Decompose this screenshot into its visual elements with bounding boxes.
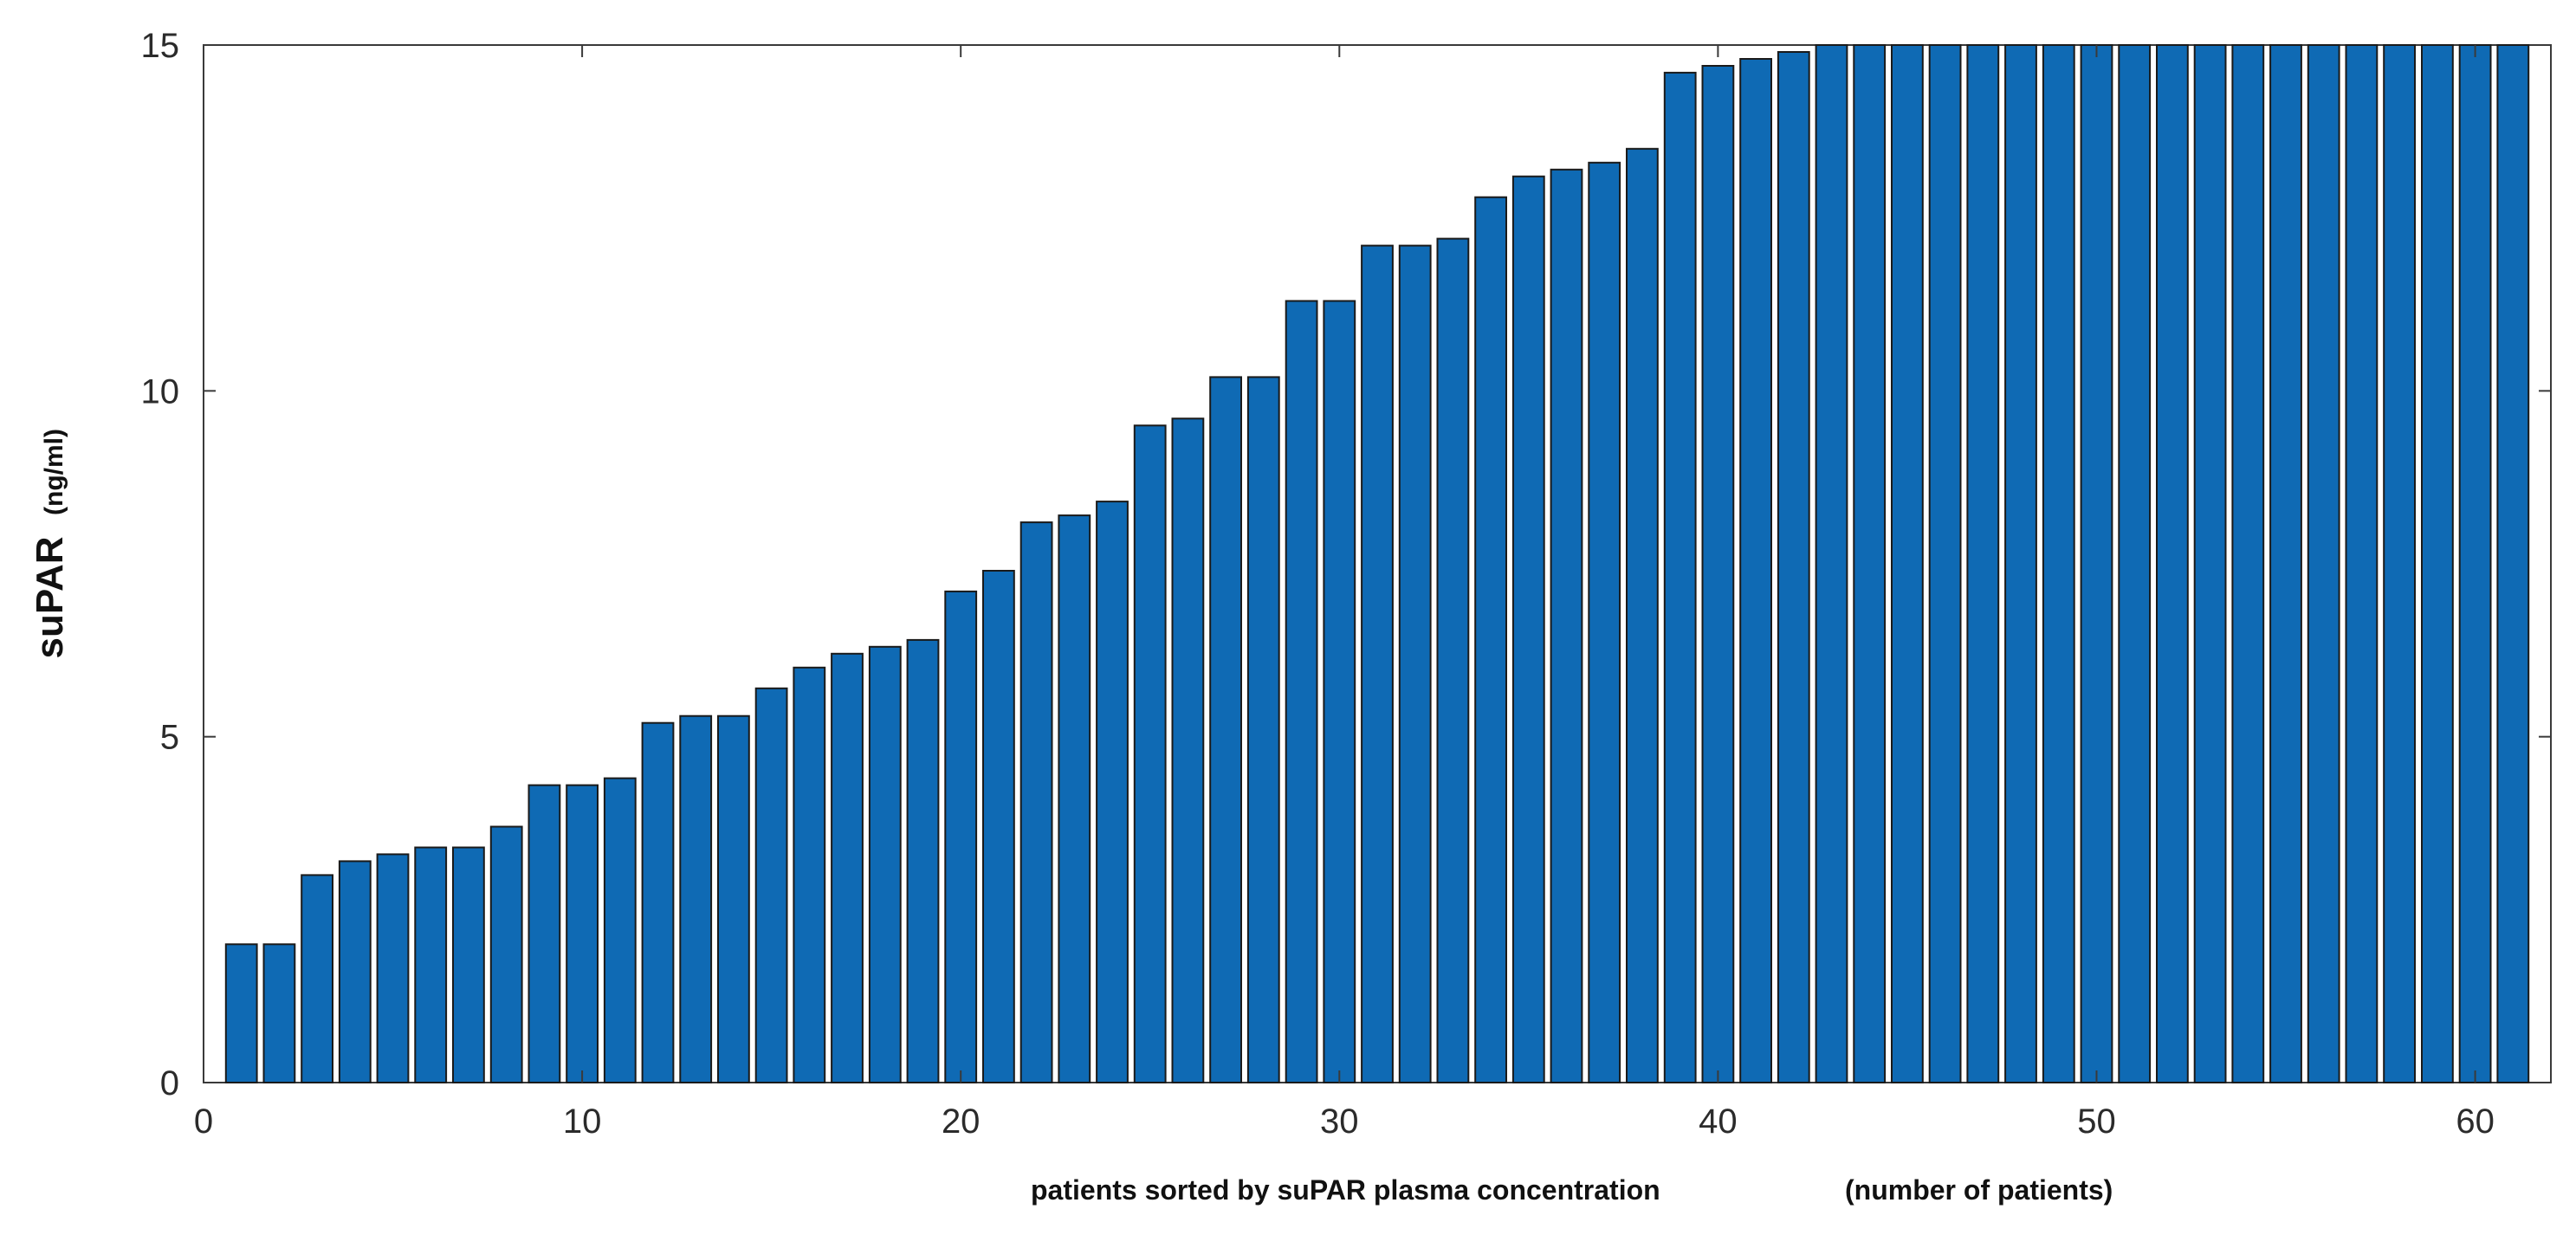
bar-50 [2080, 44, 2113, 1083]
bar-1 [224, 943, 258, 1084]
bar-12 [641, 721, 675, 1083]
x-tick-label-30: 30 [1320, 1102, 1359, 1141]
bar-46 [1928, 44, 1962, 1083]
bar-25 [1133, 424, 1167, 1083]
bar-7 [452, 846, 485, 1083]
bar-43 [1815, 44, 1848, 1083]
y-axis-label: suPAR [29, 537, 71, 659]
bar-42 [1777, 51, 1810, 1083]
bar-48 [2004, 44, 2037, 1083]
bar-33 [1436, 237, 1470, 1084]
bar-37 [1588, 161, 1621, 1083]
x-axis-ticks: 0 10 20 30 40 50 60 [194, 45, 2495, 1141]
bar-21 [982, 570, 1015, 1083]
y-axis-ticks: 0 5 10 15 [141, 27, 2551, 1102]
y-tick-label-0: 0 [160, 1064, 179, 1102]
bar-49 [2042, 44, 2075, 1083]
bar-series [224, 44, 2530, 1084]
bar-20 [944, 590, 978, 1083]
bar-11 [603, 777, 637, 1083]
x-tick-label-60: 60 [2456, 1102, 2495, 1141]
bar-24 [1096, 501, 1129, 1083]
bar-27 [1209, 376, 1242, 1083]
bar-30 [1323, 300, 1356, 1083]
bar-47 [1966, 44, 2000, 1083]
bar-9 [527, 784, 561, 1083]
bar-15 [754, 687, 788, 1083]
bar-5 [376, 853, 410, 1084]
y-tick-label-15: 15 [141, 27, 180, 65]
bar-40 [1701, 65, 1735, 1083]
bar-8 [489, 825, 523, 1083]
bar-56 [2307, 44, 2340, 1083]
bar-52 [2156, 44, 2189, 1083]
bar-38 [1626, 147, 1659, 1083]
bar-3 [301, 874, 334, 1084]
bar-17 [831, 652, 864, 1083]
x-axis-label: patients sorted by suPAR plasma concentr… [1031, 1174, 1660, 1206]
bar-44 [1853, 44, 1887, 1083]
bar-55 [2269, 44, 2302, 1083]
bar-18 [868, 645, 902, 1083]
y-axis-unit: (ng/ml) [40, 429, 68, 515]
bar-19 [906, 638, 940, 1084]
x-axis-label-suffix: (number of patients) [1845, 1174, 2113, 1206]
bar-2 [262, 943, 296, 1084]
bar-60 [2458, 44, 2492, 1083]
bar-35 [1511, 175, 1545, 1084]
bar-53 [2193, 44, 2227, 1083]
x-tick-label-10: 10 [563, 1102, 602, 1141]
bar-45 [1891, 44, 1924, 1083]
bar-29 [1285, 300, 1318, 1083]
bar-16 [793, 666, 826, 1083]
bar-61 [2496, 44, 2530, 1083]
y-axis-label-group: suPAR (ng/ml) [29, 429, 71, 658]
bar-14 [717, 714, 750, 1083]
bar-36 [1550, 168, 1583, 1083]
y-tick-label-5: 5 [160, 719, 179, 757]
bar-41 [1739, 58, 1772, 1083]
bar-26 [1171, 417, 1205, 1083]
bar-10 [566, 784, 599, 1083]
bar-59 [2421, 44, 2454, 1083]
bar-6 [414, 846, 448, 1083]
bar-32 [1398, 244, 1432, 1084]
bar-51 [2118, 44, 2152, 1083]
bar-34 [1474, 196, 1507, 1083]
bar-13 [679, 714, 713, 1083]
bar-31 [1361, 244, 1394, 1084]
x-tick-label-20: 20 [942, 1102, 981, 1141]
bar-22 [1019, 521, 1053, 1083]
bar-28 [1246, 376, 1280, 1083]
x-tick-label-0: 0 [194, 1102, 213, 1141]
bar-58 [2383, 44, 2416, 1083]
bar-23 [1058, 514, 1091, 1083]
bar-57 [2345, 44, 2379, 1083]
bar-39 [1663, 71, 1697, 1083]
bar-54 [2231, 44, 2265, 1083]
y-tick-label-10: 10 [141, 372, 180, 411]
x-tick-label-50: 50 [2077, 1102, 2116, 1141]
bar-4 [338, 860, 372, 1084]
x-tick-label-40: 40 [1699, 1102, 1738, 1141]
